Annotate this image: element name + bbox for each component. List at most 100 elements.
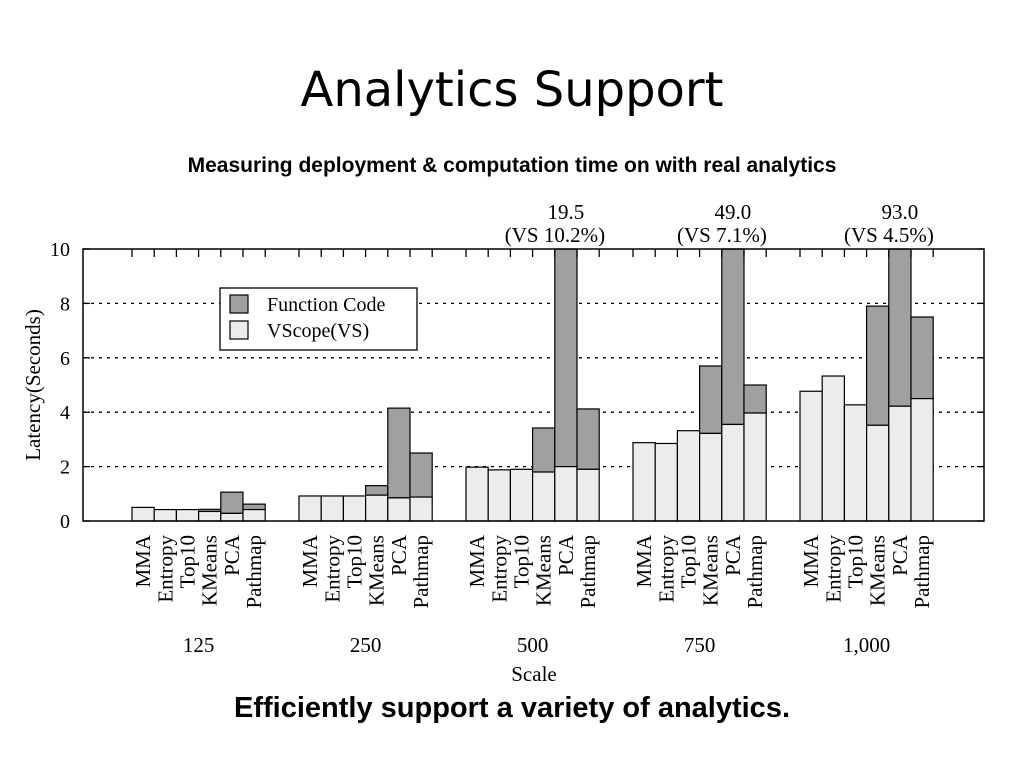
bar-function-code: [387, 407, 411, 499]
y-tick-label: 0: [60, 511, 70, 533]
x-category-label: Entropy: [320, 535, 344, 603]
x-category-label: KMeans: [866, 535, 890, 606]
slide-title: Analytics Support: [300, 62, 724, 118]
bar-function-code: [910, 316, 934, 400]
y-tick-label: 6: [60, 348, 70, 370]
bar-vscope: [888, 405, 912, 522]
bar-vscope: [387, 497, 411, 522]
x-category-label: Entropy: [487, 535, 511, 603]
x-group-label: 750: [684, 633, 716, 657]
bar-function-code: [576, 408, 600, 470]
axis-ticks: [83, 248, 984, 522]
bar-vscope: [531, 471, 556, 522]
x-category-label: Pathmap: [743, 535, 767, 609]
bar-function-code: [409, 452, 433, 498]
bar-function-code: [865, 305, 890, 426]
bar-vscope: [654, 442, 679, 522]
bar-vscope: [175, 508, 200, 522]
x-category-label: Top10: [677, 535, 701, 588]
bar-vscope: [509, 468, 534, 522]
y-tick-label: 2: [60, 457, 70, 479]
x-category-label: MMA: [298, 534, 322, 587]
bar-vscope: [843, 404, 868, 522]
bar-function-code: [888, 248, 912, 407]
x-category-label: Top10: [510, 535, 534, 588]
bar-function-code: [554, 248, 578, 468]
x-category-label: KMeans: [198, 535, 222, 606]
x-axis-title: Scale: [511, 662, 556, 686]
x-category-label: MMA: [799, 534, 823, 587]
x-category-label: MMA: [131, 534, 155, 587]
x-category-label: Top10: [844, 535, 868, 588]
annotation-note: (VS 4.5%): [844, 223, 934, 247]
bar-vscope: [320, 495, 345, 522]
bar-vscope: [676, 430, 701, 522]
x-category-label: Pathmap: [910, 535, 934, 609]
x-category-label: KMeans: [532, 535, 556, 606]
x-group-label: 250: [350, 633, 382, 657]
y-tick-label: 8: [60, 293, 70, 315]
plot-frame: [82, 248, 985, 522]
bar-vscope: [365, 494, 389, 522]
x-group-label: 1,000: [843, 633, 890, 657]
annotation-total: 49.0: [715, 200, 752, 224]
annotation-total: 93.0: [882, 200, 919, 224]
slide-footer: Efficiently support a variety of analyti…: [234, 692, 790, 724]
annotation-note: (VS 10.2%): [505, 223, 605, 247]
bar-function-code: [365, 485, 389, 496]
x-category-label: PCA: [888, 534, 912, 576]
x-group-label: 125: [183, 633, 215, 657]
bar-vscope: [298, 495, 322, 522]
bar-function-code: [721, 248, 745, 426]
bar-vscope: [721, 423, 745, 522]
x-category-label: Top10: [343, 535, 367, 588]
bar-vscope: [799, 390, 823, 522]
x-category-label: KMeans: [365, 535, 389, 606]
bar-vscope: [242, 508, 266, 522]
bar-vscope: [409, 496, 433, 522]
slide-subtitle: Measuring deployment & computation time …: [187, 154, 837, 177]
bars: [131, 248, 934, 522]
x-category-label: Pathmap: [576, 535, 600, 609]
bar-vscope: [198, 510, 222, 522]
bar-function-code: [242, 503, 266, 511]
x-category-label: Entropy: [654, 535, 678, 603]
bar-vscope: [910, 398, 934, 522]
annotation-total: 19.5: [548, 200, 585, 224]
x-category-label: PCA: [554, 534, 578, 576]
bar-function-code: [220, 491, 244, 514]
bar-vscope: [342, 495, 367, 522]
bar-function-code: [743, 384, 767, 414]
legend-swatch: [229, 294, 249, 314]
y-axis-title: Latency(Seconds): [21, 309, 45, 461]
bar-function-code: [531, 427, 556, 473]
bar-vscope: [487, 469, 512, 522]
x-category-label: Top10: [176, 535, 200, 588]
legend-label: Function Code: [267, 294, 385, 316]
x-category-label: KMeans: [699, 535, 723, 606]
x-category-label: PCA: [220, 534, 244, 576]
bar-vscope: [220, 512, 244, 522]
axis-labels: 0246810MMAEntropyTop10KMeansPCAPathmap12…: [21, 239, 934, 686]
x-category-label: Pathmap: [409, 535, 433, 609]
legend-swatch: [229, 320, 249, 340]
bar-vscope: [465, 466, 489, 522]
bar-function-code: [698, 365, 723, 435]
x-category-label: MMA: [465, 534, 489, 587]
annotations: 19.5(VS 10.2%) 49.0(VS 7.1%) 93.0(VS 4.5%): [505, 200, 934, 247]
legend: Function Code VScope(VS): [219, 287, 418, 351]
bar-vscope: [632, 442, 656, 522]
legend-label: VScope(VS): [267, 320, 369, 342]
bar-vscope: [821, 375, 846, 522]
x-category-label: Entropy: [821, 535, 845, 603]
y-tick-label: 10: [50, 239, 70, 261]
bar-vscope: [554, 466, 578, 522]
bar-vscope: [153, 508, 177, 522]
x-category-label: Pathmap: [242, 535, 266, 609]
x-category-label: PCA: [387, 534, 411, 576]
bar-vscope: [743, 412, 767, 522]
bar-vscope: [576, 468, 600, 522]
x-group-label: 500: [517, 633, 549, 657]
annotation-note: (VS 7.1%): [677, 223, 767, 247]
